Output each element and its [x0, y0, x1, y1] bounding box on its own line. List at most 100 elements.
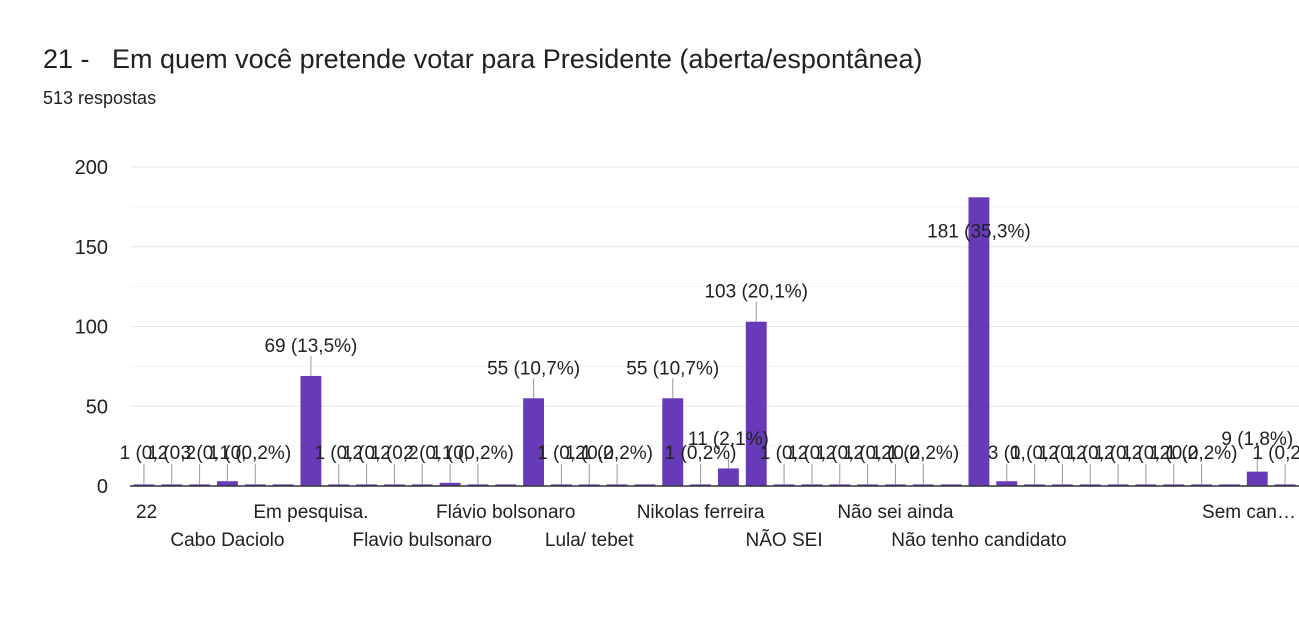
x-tick-label: Flavio bulsonaro — [353, 530, 492, 551]
chart-title: 21 - Em quem você pretende votar para Pr… — [43, 44, 923, 74]
data-label: 1 (0, — [431, 443, 469, 464]
x-tick-label: Lula/ tebet — [545, 530, 634, 551]
bar — [1163, 484, 1185, 486]
data-label: 1 (0,2%) — [442, 443, 514, 464]
data-label: 1 (0,2 — [1038, 443, 1087, 464]
bar — [968, 197, 990, 486]
data-label: 1 (0,2 — [1094, 443, 1143, 464]
data-label: 1 (0,2 — [1149, 443, 1198, 464]
bar — [133, 484, 155, 486]
x-tick-label: Flávio bolsonaro — [436, 502, 575, 523]
data-label: 1 (0,2 — [342, 443, 391, 464]
bar — [272, 484, 294, 486]
data-label: 1 (0,2 — [1010, 443, 1059, 464]
data-label-leaders — [143, 301, 1286, 485]
bar — [1051, 484, 1073, 486]
data-labels: 1 (0,21 (0,23 (0,1 (0,1 (0,2%)69 (13,5%)… — [120, 221, 1299, 464]
bar — [356, 484, 378, 486]
bar — [690, 484, 712, 486]
data-label: 1 (0,2 — [788, 443, 837, 464]
bar — [940, 484, 962, 486]
y-tick-label: 50 — [86, 396, 108, 418]
bar — [1079, 484, 1101, 486]
y-tick-label: 150 — [75, 237, 108, 259]
bar — [912, 484, 934, 486]
data-label: 1 (0,2 — [314, 443, 363, 464]
x-tick-label: Não tenho candidato — [891, 530, 1066, 551]
bar — [829, 484, 851, 486]
bar — [1274, 484, 1296, 486]
bar — [300, 375, 322, 486]
data-label: 1 (0,2% — [1252, 443, 1299, 464]
bar — [411, 484, 433, 486]
bar — [717, 468, 739, 486]
data-label: 11 (2,1%) — [688, 429, 769, 450]
bar — [467, 484, 489, 486]
data-label: 1 (0,2%) — [219, 443, 291, 464]
x-tick-label: Nikolas ferreira — [637, 502, 765, 523]
bar — [634, 484, 656, 486]
bar — [328, 484, 350, 486]
bar — [996, 481, 1018, 486]
data-label: 55 (10,7%) — [626, 358, 719, 379]
data-label: 9 (1,8%) — [1221, 429, 1293, 450]
data-label: 69 (13,5%) — [264, 336, 357, 357]
x-tick-label: Sem can… — [1202, 502, 1296, 523]
data-label: 55 (10,7%) — [487, 358, 580, 379]
x-tick-label: Não sei ainda — [837, 502, 954, 523]
y-axis: 0 50 100 150 200 — [75, 157, 108, 498]
data-label: 3 (0, — [181, 443, 219, 464]
bar — [1024, 484, 1046, 486]
bar — [662, 398, 684, 486]
bar — [523, 398, 545, 486]
data-label: 1 (0,2 — [565, 443, 614, 464]
bar — [1246, 471, 1268, 486]
data-label: 103 (20,1%) — [704, 282, 808, 303]
bar — [1191, 484, 1213, 486]
bar — [1135, 484, 1157, 486]
x-tick-label: Em pesquisa. — [253, 502, 368, 523]
data-label: 1 (0,2 — [120, 443, 169, 464]
y-tick-label: 100 — [75, 317, 108, 339]
x-tick-label: Cabo Daciolo — [170, 530, 284, 551]
bar — [244, 484, 266, 486]
data-label: 1 (0,2 — [815, 443, 864, 464]
data-label: 181 (35,3%) — [927, 221, 1031, 242]
bar — [550, 484, 572, 486]
bar — [1107, 484, 1129, 486]
bar — [801, 484, 823, 486]
bar — [884, 484, 906, 486]
chart-bars — [133, 197, 1296, 486]
y-tick-label: 200 — [75, 157, 108, 179]
data-label: 1 (0,2 — [760, 443, 809, 464]
data-label: 1 (0,2%) — [1166, 443, 1238, 464]
data-label: 1 (0,2%) — [581, 443, 653, 464]
bar — [383, 484, 405, 486]
data-label: 1 (0,2 — [147, 443, 196, 464]
bar — [216, 481, 238, 486]
data-label: 1 (0,2%) — [887, 443, 959, 464]
x-tick-label: 22 — [136, 502, 157, 523]
bar — [745, 321, 767, 486]
bar — [439, 482, 461, 486]
data-label: 1 (0,2 — [537, 443, 586, 464]
data-label: 1 (0,2 — [370, 443, 419, 464]
data-label: 2 (0, — [403, 443, 441, 464]
bar — [773, 484, 795, 486]
bar — [189, 484, 211, 486]
bar — [606, 484, 628, 486]
bar — [161, 484, 183, 486]
bar — [857, 484, 879, 486]
data-label: 1 (0,2 — [1122, 443, 1171, 464]
bar — [495, 484, 517, 486]
data-label: 1 (0, — [208, 443, 246, 464]
x-tick-label: NÃO SEI — [746, 529, 823, 551]
data-label: 3 (0, — [988, 443, 1026, 464]
data-label: 1 (0,2 — [1066, 443, 1115, 464]
x-axis: 22 Em pesquisa. Flávio bolsonaro Nikolas fe… — [130, 485, 1299, 551]
bar — [578, 484, 600, 486]
chart-gridlines — [130, 166, 1299, 447]
bar — [1218, 484, 1240, 486]
data-label: 1 (0,2 — [843, 443, 892, 464]
